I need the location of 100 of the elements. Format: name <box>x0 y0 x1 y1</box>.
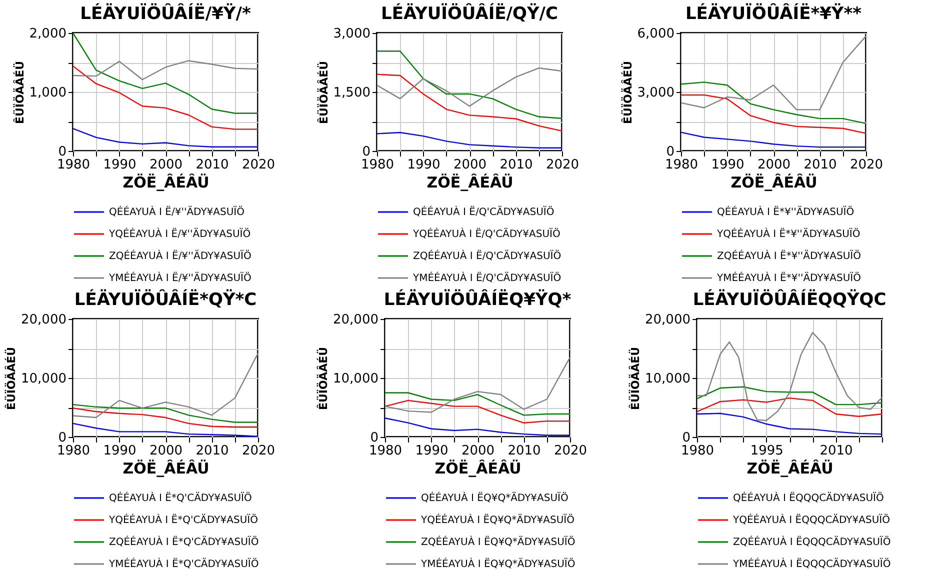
x-tick-label: 1990 <box>103 444 136 458</box>
chart-title: LÉÄYUÏÖÛÂÍË*QŸ*C <box>74 289 257 310</box>
legend-label: YQÉÉAYUÀ I Ë/¥''ÄDY¥ASUÏÖ <box>108 227 251 240</box>
chart-title: LÉÄYUÏÖÛÂÍË/QŸ/C <box>381 3 558 24</box>
x-tick-label: 2020 <box>850 158 884 172</box>
y-tick-label: 0 <box>682 430 690 446</box>
line-series <box>696 412 883 435</box>
x-axis-title: ZÖË_ÂÉÂÜ <box>426 174 514 192</box>
y-tick-label: 0 <box>370 430 378 446</box>
y-tick-label: 0 <box>58 430 66 446</box>
legend-label: YMÉÉAYUÀ I ËQ¥Q*ÄDY¥ASUÏÖ <box>420 557 576 570</box>
x-tick-label: 2000 <box>149 158 183 172</box>
x-axis-title: ZÖË_ÂÉÂÜ <box>122 174 210 192</box>
legend-label: YMÉÉAYUÀ I Ë/Q'CÄDY¥ASUÏÖ <box>412 271 562 284</box>
x-tick-label: 2020 <box>554 444 588 458</box>
x-tick-label: 2020 <box>242 444 276 458</box>
legend-label: QÉÉAYUÀ I Ë*Q'CÄDY¥ASUÏÖ <box>109 491 252 504</box>
x-tick-label: 2000 <box>461 444 495 458</box>
x-tick-label: 1980 <box>56 444 90 458</box>
line-series <box>680 94 867 134</box>
y-tick-label: 3,000 <box>637 86 674 100</box>
line-series <box>384 392 571 416</box>
x-tick-label: 2000 <box>757 158 791 172</box>
x-axis-title: ZÖË_ÂÉÂÜ <box>434 460 522 478</box>
chart-title: LÉÄYUÏÖÛÂÍËQQŸQC <box>692 289 886 310</box>
y-tick-label: 0 <box>362 144 370 160</box>
legend-label: YQÉÉAYUÀ I ËQQQCÄDY¥ASUÏÖ <box>732 513 890 526</box>
x-tick-label: 2010 <box>196 158 229 172</box>
y-tick-label: 1,000 <box>29 86 66 100</box>
line-series <box>696 386 883 406</box>
y-tick-label: 3,000 <box>333 26 370 42</box>
line-series <box>696 397 883 417</box>
y-tick-label: 0 <box>58 144 66 160</box>
x-tick-label: 2010 <box>820 444 853 458</box>
line-series <box>72 60 259 80</box>
line-series <box>376 74 563 132</box>
y-tick-label: 1,500 <box>333 86 370 100</box>
x-tick-label: 1990 <box>407 158 440 172</box>
legend-label: QÉÉAYUÀ I ËQQQCÄDY¥ASUÏÖ <box>733 491 884 504</box>
y-axis-title: ÊÜÏÖÄÂÉÜ <box>628 346 642 410</box>
x-axis-title: ZÖË_ÂÉÂÜ <box>730 174 818 192</box>
x-tick-label: 1980 <box>664 158 698 172</box>
line-series <box>680 132 867 148</box>
x-tick-label: 2010 <box>196 444 229 458</box>
line-series <box>72 352 259 418</box>
x-tick-label: 2010 <box>500 158 533 172</box>
legend-label: YQÉÉAYUÀ I ËQ¥Q*ÄDY¥ASUÏÖ <box>420 513 575 526</box>
chart-title: LÉÄYUÏÖÛÂÍË/¥Ÿ/* <box>80 3 251 24</box>
line-series <box>72 404 259 423</box>
x-tick-label: 1980 <box>368 444 402 458</box>
line-series <box>384 400 571 424</box>
y-axis-title: ÊÜÏÖÄÂÉÜ <box>316 60 330 124</box>
x-axis-title: ZÖË_ÂÉÂÜ <box>746 460 834 478</box>
legend-label: YQÉÉAYUÀ I Ë*Q'CÄDY¥ASUÏÖ <box>108 513 258 526</box>
y-tick-label: 6,000 <box>637 26 674 42</box>
y-axis-title: ÊÜÏÖÄÂÉÜ <box>12 60 26 124</box>
legend-label: ZQÉÉAYUÀ I Ë*Q'CÄDY¥ASUÏÖ <box>109 535 259 548</box>
chart-title: LÉÄYUÏÖÛÂÍË*¥Ÿ** <box>685 3 862 24</box>
legend-label: ZQÉÉAYUÀ I Ë/Q'CÄDY¥ASUÏÖ <box>413 249 562 262</box>
y-tick-label: 20,000 <box>21 312 66 328</box>
legend-label: YQÉÉAYUÀ I Ë/Q'CÄDY¥ASUÏÖ <box>412 227 560 240</box>
line-series <box>376 50 563 119</box>
x-tick-label: 1980 <box>360 158 394 172</box>
x-tick-label: 2010 <box>804 158 837 172</box>
legend-label: QÉÉAYUÀ I Ë/¥''ÄDY¥ASUÏÖ <box>109 205 245 218</box>
x-tick-label: 2000 <box>149 444 183 458</box>
y-tick-label: 20,000 <box>645 312 690 328</box>
x-tick-label: 1980 <box>680 444 714 458</box>
x-tick-label: 2010 <box>508 444 541 458</box>
legend-label: ZQÉÉAYUÀ I Ë*¥''ÄDY¥ASUÏÖ <box>717 249 862 262</box>
legend-label: YMÉÉAYUÀ I Ë*¥''ÄDY¥ASUÏÖ <box>716 271 862 284</box>
x-tick-label: 1990 <box>415 444 448 458</box>
y-tick-label: 0 <box>666 144 674 160</box>
x-tick-label: 1980 <box>56 158 90 172</box>
line-series <box>680 82 867 124</box>
chart-title: LÉÄYUÏÖÛÂÍËQ¥ŸQ* <box>384 289 572 310</box>
y-axis-title: ÊÜÏÖÄÂÉÜ <box>316 346 330 410</box>
y-tick-label: 2,000 <box>29 26 66 42</box>
legend-label: YMÉÉAYUÀ I ËQQQCÄDY¥ASUÏÖ <box>732 557 891 570</box>
x-tick-label: 2020 <box>242 158 276 172</box>
line-series <box>376 67 563 107</box>
y-tick-label: 10,000 <box>645 372 690 386</box>
x-tick-label: 1995 <box>750 444 784 458</box>
x-tick-label: 2020 <box>546 158 580 172</box>
legend-label: QÉÉAYUÀ I Ë/Q'CÄDY¥ASUÏÖ <box>413 205 554 218</box>
line-series <box>384 356 571 413</box>
legend-label: YMÉÉAYUÀ I Ë*Q'CÄDY¥ASUÏÖ <box>108 557 259 570</box>
y-axis-title: ÊÜÏÖÄÂÉÜ <box>620 60 634 124</box>
x-tick-label: 2000 <box>453 158 487 172</box>
line-series <box>696 332 883 422</box>
line-series <box>72 128 259 148</box>
x-tick-label: 1990 <box>711 158 744 172</box>
legend-label: YQÉÉAYUÀ I Ë*¥''ÄDY¥ASUÏÖ <box>716 227 860 240</box>
legend-label: QÉÉAYUÀ I ËQ¥Q*ÄDY¥ASUÏÖ <box>421 491 568 504</box>
line-series <box>72 407 259 428</box>
x-tick-label: 1990 <box>103 158 136 172</box>
y-tick-label: 10,000 <box>21 372 66 386</box>
y-axis-title: ÊÜÏÖÄÂÉÜ <box>4 346 18 410</box>
legend-label: YMÉÉAYUÀ I Ë/¥''ÄDY¥ASUÏÖ <box>108 271 252 284</box>
legend-label: ZQÉÉAYUÀ I ËQQQCÄDY¥ASUÏÖ <box>733 535 891 548</box>
